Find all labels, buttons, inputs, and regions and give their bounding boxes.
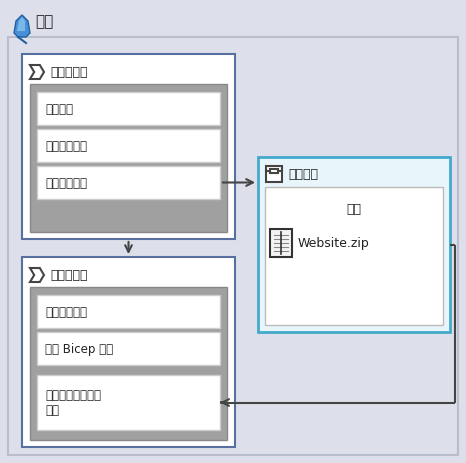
Bar xyxy=(37,295,220,328)
Text: 部署 Bicep 文件: 部署 Bicep 文件 xyxy=(45,342,113,355)
Text: 运行单元测试: 运行单元测试 xyxy=(45,140,87,153)
Text: 网站: 网站 xyxy=(347,203,362,216)
Bar xyxy=(37,375,220,430)
Text: 管道工件: 管道工件 xyxy=(288,168,318,181)
Text: Website.zip: Website.zip xyxy=(298,237,370,250)
Polygon shape xyxy=(17,18,25,32)
Bar xyxy=(265,188,443,325)
Text: 下载生成工件: 下载生成工件 xyxy=(45,305,87,319)
Bar xyxy=(270,230,292,257)
Bar xyxy=(22,55,235,239)
Text: 编译代码: 编译代码 xyxy=(45,103,73,116)
Bar xyxy=(37,167,220,200)
Bar xyxy=(22,257,235,447)
Bar xyxy=(270,169,278,174)
Bar xyxy=(30,85,227,232)
Bar xyxy=(30,288,227,440)
Bar xyxy=(37,332,220,365)
Bar xyxy=(37,93,220,126)
Text: 发布生成工件: 发布生成工件 xyxy=(45,176,87,189)
Polygon shape xyxy=(14,16,30,38)
Text: 阶段：部署: 阶段：部署 xyxy=(50,269,88,282)
Bar xyxy=(37,130,220,163)
Text: 管道: 管道 xyxy=(35,14,53,30)
Bar xyxy=(258,158,450,332)
Text: 阶段：生成: 阶段：生成 xyxy=(50,66,88,79)
Text: 将网站部署到应用
服务: 将网站部署到应用 服务 xyxy=(45,388,101,417)
Bar xyxy=(266,167,282,182)
